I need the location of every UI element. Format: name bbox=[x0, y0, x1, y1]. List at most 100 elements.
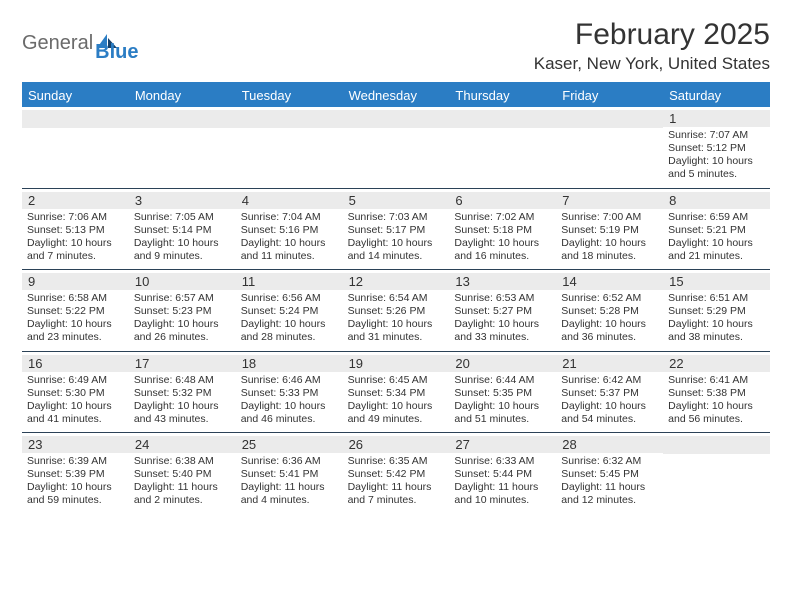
day-number: 21 bbox=[556, 355, 663, 372]
day-detail-line: Daylight: 10 hours and 54 minutes. bbox=[561, 400, 658, 426]
day-cell: 8Sunrise: 6:59 AMSunset: 5:21 PMDaylight… bbox=[663, 189, 770, 270]
day-details: Sunrise: 6:45 AMSunset: 5:34 PMDaylight:… bbox=[348, 374, 445, 427]
day-detail-line: Sunset: 5:44 PM bbox=[454, 468, 551, 481]
day-detail-line: Sunrise: 6:32 AM bbox=[561, 455, 658, 468]
day-detail-line: Sunrise: 7:05 AM bbox=[134, 211, 231, 224]
dow-saturday: Saturday bbox=[663, 84, 770, 107]
day-details: Sunrise: 6:51 AMSunset: 5:29 PMDaylight:… bbox=[668, 292, 765, 345]
day-details: Sunrise: 7:02 AMSunset: 5:18 PMDaylight:… bbox=[454, 211, 551, 264]
day-details: Sunrise: 7:06 AMSunset: 5:13 PMDaylight:… bbox=[27, 211, 124, 264]
week-row: 1Sunrise: 7:07 AMSunset: 5:12 PMDaylight… bbox=[22, 107, 770, 188]
day-cell: 10Sunrise: 6:57 AMSunset: 5:23 PMDayligh… bbox=[129, 270, 236, 351]
day-cell: 28Sunrise: 6:32 AMSunset: 5:45 PMDayligh… bbox=[556, 433, 663, 514]
day-detail-line: Daylight: 10 hours and 9 minutes. bbox=[134, 237, 231, 263]
day-cell: 1Sunrise: 7:07 AMSunset: 5:12 PMDaylight… bbox=[663, 107, 770, 188]
calendar-page: General Blue February 2025 Kaser, New Yo… bbox=[0, 0, 792, 532]
title-block: February 2025 Kaser, New York, United St… bbox=[534, 18, 770, 74]
day-detail-line: Daylight: 10 hours and 59 minutes. bbox=[27, 481, 124, 507]
day-detail-line: Daylight: 10 hours and 28 minutes. bbox=[241, 318, 338, 344]
day-empty-strip bbox=[22, 110, 129, 128]
brand-general: General bbox=[22, 33, 93, 53]
day-cell: 3 Sunrise: 7:05 AMSunset: 5:14 PMDaylight… bbox=[129, 189, 236, 270]
day-number: 13 bbox=[449, 273, 556, 290]
day-cell: 5Sunrise: 7:03 AMSunset: 5:17 PMDaylight… bbox=[343, 189, 450, 270]
day-details: Sunrise: 6:54 AMSunset: 5:26 PMDaylight:… bbox=[348, 292, 445, 345]
day-detail-line: Daylight: 10 hours and 7 minutes. bbox=[27, 237, 124, 263]
day-detail-line: Daylight: 10 hours and 14 minutes. bbox=[348, 237, 445, 263]
week-row: 9Sunrise: 6:58 AMSunset: 5:22 PMDaylight… bbox=[22, 269, 770, 351]
day-detail-line: Daylight: 10 hours and 11 minutes. bbox=[241, 237, 338, 263]
day-detail-line: Sunset: 5:23 PM bbox=[134, 305, 231, 318]
day-details: Sunrise: 6:59 AMSunset: 5:21 PMDaylight:… bbox=[668, 211, 765, 264]
day-number: 28 bbox=[556, 436, 663, 453]
dow-sunday: Sunday bbox=[22, 84, 129, 107]
day-details: Sunrise: 7:05 AMSunset: 5:14 PMDaylight:… bbox=[134, 211, 231, 264]
day-cell: 9Sunrise: 6:58 AMSunset: 5:22 PMDaylight… bbox=[22, 270, 129, 351]
day-cell: 26 Sunrise: 6:35 AMSunset: 5:42 PMDayligh… bbox=[343, 433, 450, 514]
dow-tuesday: Tuesday bbox=[236, 84, 343, 107]
day-details: Sunrise: 6:42 AMSunset: 5:37 PMDaylight:… bbox=[561, 374, 658, 427]
day-detail-line: Sunrise: 6:58 AM bbox=[27, 292, 124, 305]
day-detail-line: Sunset: 5:22 PM bbox=[27, 305, 124, 318]
day-details: Sunrise: 6:52 AMSunset: 5:28 PMDaylight:… bbox=[561, 292, 658, 345]
day-detail-line: Sunset: 5:41 PM bbox=[241, 468, 338, 481]
day-number: 17 bbox=[129, 355, 236, 372]
day-detail-line: Sunrise: 6:52 AM bbox=[561, 292, 658, 305]
day-cell: 14Sunrise: 6:52 AMSunset: 5:28 PMDayligh… bbox=[556, 270, 663, 351]
day-detail-line: Sunset: 5:30 PM bbox=[27, 387, 124, 400]
day-detail-line: Sunset: 5:14 PM bbox=[134, 224, 231, 237]
day-details: Sunrise: 6:35 AMSunset: 5:42 PMDaylight:… bbox=[348, 455, 445, 508]
day-detail-line: Daylight: 10 hours and 41 minutes. bbox=[27, 400, 124, 426]
day-detail-line: Sunrise: 6:49 AM bbox=[27, 374, 124, 387]
day-detail-line: Daylight: 11 hours and 10 minutes. bbox=[454, 481, 551, 507]
day-cell bbox=[343, 107, 450, 188]
day-detail-line: Sunrise: 6:39 AM bbox=[27, 455, 124, 468]
day-cell: 21 Sunrise: 6:42 AMSunset: 5:37 PMDayligh… bbox=[556, 352, 663, 433]
day-details: Sunrise: 6:36 AMSunset: 5:41 PMDaylight:… bbox=[241, 455, 338, 508]
day-details: Sunrise: 6:33 AMSunset: 5:44 PMDaylight:… bbox=[454, 455, 551, 508]
day-cell: 15Sunrise: 6:51 AMSunset: 5:29 PMDayligh… bbox=[663, 270, 770, 351]
header: General Blue February 2025 Kaser, New Yo… bbox=[22, 18, 770, 74]
location: Kaser, New York, United States bbox=[534, 54, 770, 74]
day-detail-line: Daylight: 10 hours and 38 minutes. bbox=[668, 318, 765, 344]
day-detail-line: Sunset: 5:32 PM bbox=[134, 387, 231, 400]
day-details: Sunrise: 6:41 AMSunset: 5:38 PMDaylight:… bbox=[668, 374, 765, 427]
day-detail-line: Sunset: 5:24 PM bbox=[241, 305, 338, 318]
day-detail-line: Daylight: 10 hours and 49 minutes. bbox=[348, 400, 445, 426]
day-number: 22 bbox=[663, 355, 770, 372]
day-cell bbox=[663, 433, 770, 514]
day-number: 12 bbox=[343, 273, 450, 290]
day-number: 26 bbox=[343, 436, 450, 453]
day-detail-line: Sunset: 5:40 PM bbox=[134, 468, 231, 481]
day-detail-line: Daylight: 10 hours and 43 minutes. bbox=[134, 400, 231, 426]
day-detail-line: Sunrise: 6:59 AM bbox=[668, 211, 765, 224]
day-detail-line: Sunrise: 7:00 AM bbox=[561, 211, 658, 224]
day-detail-line: Sunset: 5:26 PM bbox=[348, 305, 445, 318]
brand-blue: Blue bbox=[95, 24, 138, 62]
day-empty-strip bbox=[343, 110, 450, 128]
brand-logo: General Blue bbox=[22, 18, 139, 62]
day-cell: 19Sunrise: 6:45 AMSunset: 5:34 PMDayligh… bbox=[343, 352, 450, 433]
day-detail-line: Sunrise: 6:48 AM bbox=[134, 374, 231, 387]
day-details: Sunrise: 6:53 AMSunset: 5:27 PMDaylight:… bbox=[454, 292, 551, 345]
day-number: 11 bbox=[236, 273, 343, 290]
day-empty-strip bbox=[663, 436, 770, 454]
day-detail-line: Daylight: 11 hours and 7 minutes. bbox=[348, 481, 445, 507]
day-number: 18 bbox=[236, 355, 343, 372]
day-detail-line: Daylight: 10 hours and 21 minutes. bbox=[668, 237, 765, 263]
day-details: Sunrise: 7:00 AMSunset: 5:19 PMDaylight:… bbox=[561, 211, 658, 264]
day-detail-line: Sunrise: 6:54 AM bbox=[348, 292, 445, 305]
day-detail-line: Sunrise: 6:56 AM bbox=[241, 292, 338, 305]
day-cell: 20Sunrise: 6:44 AMSunset: 5:35 PMDayligh… bbox=[449, 352, 556, 433]
day-empty-strip bbox=[556, 110, 663, 128]
day-details: Sunrise: 6:44 AMSunset: 5:35 PMDaylight:… bbox=[454, 374, 551, 427]
day-detail-line: Sunrise: 7:03 AM bbox=[348, 211, 445, 224]
calendar: Sunday Monday Tuesday Wednesday Thursday… bbox=[22, 82, 770, 514]
day-number: 3 bbox=[129, 192, 236, 209]
day-detail-line: Daylight: 11 hours and 12 minutes. bbox=[561, 481, 658, 507]
day-number: 1 bbox=[663, 110, 770, 127]
day-detail-line: Sunrise: 6:33 AM bbox=[454, 455, 551, 468]
day-empty-strip bbox=[129, 110, 236, 128]
day-details: Sunrise: 6:56 AMSunset: 5:24 PMDaylight:… bbox=[241, 292, 338, 345]
day-cell: 23Sunrise: 6:39 AMSunset: 5:39 PMDayligh… bbox=[22, 433, 129, 514]
